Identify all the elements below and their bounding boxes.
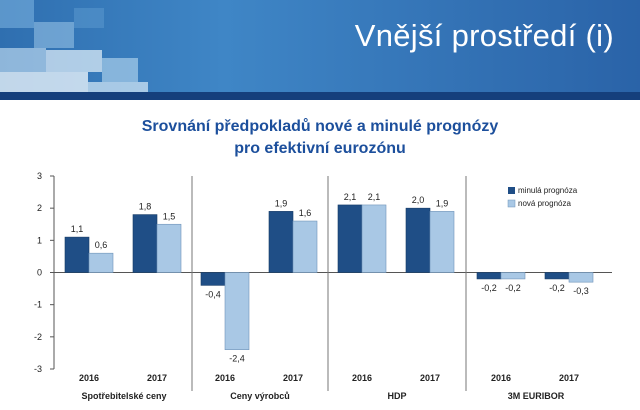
legend-swatch-new xyxy=(507,199,516,208)
chart-title-line-1: Srovnání předpokladů nové a minulé progn… xyxy=(141,118,499,135)
bar-previous xyxy=(268,211,294,273)
bar-previous xyxy=(132,214,158,273)
slide-header: Vnější prostředí (i) xyxy=(0,0,640,100)
header-tile xyxy=(88,82,148,92)
header-tile xyxy=(74,8,104,28)
y-tick-label: 1 xyxy=(37,235,42,245)
bar-previous xyxy=(200,272,226,286)
group-label: 3M EURIBOR xyxy=(508,391,565,401)
data-label: 1,9 xyxy=(436,198,449,208)
group-label: Spotřebitelské ceny xyxy=(81,391,166,401)
bar-new xyxy=(88,252,114,273)
year-label: 2016 xyxy=(491,373,511,383)
group-label: Ceny výrobců xyxy=(230,391,290,401)
header-tile xyxy=(34,22,74,48)
header-tile xyxy=(0,0,34,28)
y-tick-label: 0 xyxy=(37,268,42,278)
bar-new xyxy=(156,223,182,273)
legend-swatch-previous xyxy=(508,187,515,194)
bar-previous xyxy=(476,272,502,280)
y-tick-label: -3 xyxy=(34,364,42,374)
data-label: 0,6 xyxy=(95,240,108,250)
year-label: 2016 xyxy=(215,373,235,383)
group-label: HDP xyxy=(387,391,406,401)
bar-new xyxy=(568,272,594,283)
y-tick-label: -2 xyxy=(34,332,42,342)
legend-label-previous: minulá prognóza xyxy=(518,186,578,195)
header-tile xyxy=(0,48,46,72)
data-label: -0,2 xyxy=(481,283,497,293)
bar-new xyxy=(500,272,526,280)
chart-title: Srovnání předpokladů nové a minulé progn… xyxy=(0,116,640,160)
data-label: 2,1 xyxy=(368,192,381,202)
year-label: 2017 xyxy=(420,373,440,383)
data-label: -2,4 xyxy=(229,354,245,364)
year-label: 2017 xyxy=(147,373,167,383)
bar-new xyxy=(429,211,455,273)
year-label: 2016 xyxy=(79,373,99,383)
data-label: 1,8 xyxy=(139,202,152,212)
bar-previous xyxy=(64,236,90,273)
data-label: 2,1 xyxy=(344,192,357,202)
bar-new xyxy=(224,272,250,350)
y-tick-label: 3 xyxy=(37,171,42,181)
data-label: 1,5 xyxy=(163,211,176,221)
header-tile xyxy=(102,58,138,82)
data-label: 1,6 xyxy=(299,208,312,218)
data-label: -0,4 xyxy=(205,289,221,299)
y-tick-label: -1 xyxy=(34,300,42,310)
slide-title: Vnější prostředí (i) xyxy=(354,18,614,53)
bar-new xyxy=(292,220,318,273)
data-label: 1,1 xyxy=(71,224,84,234)
header-band xyxy=(0,92,640,100)
bar-new xyxy=(361,204,387,273)
year-label: 2016 xyxy=(352,373,372,383)
year-label: 2017 xyxy=(559,373,579,383)
data-label: -0,2 xyxy=(505,283,521,293)
data-label: -0,3 xyxy=(573,286,589,296)
bar-previous xyxy=(337,204,363,273)
data-label: 2,0 xyxy=(412,195,425,205)
bar-previous xyxy=(544,272,570,280)
y-tick-label: 2 xyxy=(37,203,42,213)
legend-label-new: nová prognóza xyxy=(518,199,571,208)
header-tile xyxy=(0,72,88,92)
year-label: 2017 xyxy=(283,373,303,383)
chart-title-line-2: pro efektivní eurozónu xyxy=(234,140,406,157)
data-label: 1,9 xyxy=(275,198,288,208)
bar-previous xyxy=(405,207,431,273)
header-tile xyxy=(46,50,102,72)
data-label: -0,2 xyxy=(549,283,565,293)
